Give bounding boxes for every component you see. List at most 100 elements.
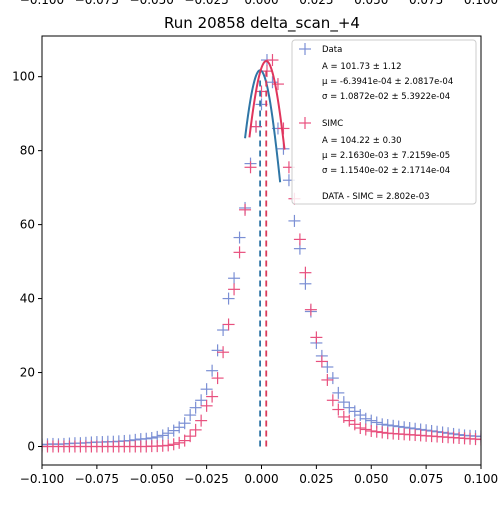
data-point bbox=[365, 414, 378, 427]
data-point bbox=[189, 401, 202, 414]
data-point bbox=[184, 409, 197, 422]
top-tick-label: −0.050 bbox=[130, 0, 174, 7]
data-fit-curve bbox=[244, 69, 282, 183]
simc-point bbox=[217, 346, 230, 359]
legend-data-amplitude: A = 101.73 ± 1.12 bbox=[322, 62, 402, 72]
data-point bbox=[332, 386, 345, 399]
top-tick-label: 0.050 bbox=[354, 0, 388, 7]
data-point bbox=[337, 396, 350, 409]
simc-point bbox=[173, 436, 186, 449]
simc-point bbox=[365, 424, 378, 437]
data-point bbox=[233, 231, 246, 244]
simc-point bbox=[332, 403, 345, 416]
simc-point bbox=[370, 425, 383, 438]
y-tick-label: 0 bbox=[27, 440, 35, 454]
data-point bbox=[288, 214, 301, 227]
legend-data-sigma: σ = 1.0872e-02 ± 5.3922e-04 bbox=[322, 92, 450, 102]
simc-point bbox=[211, 372, 224, 385]
top-tick-labels: −0.100 −0.075 −0.050 −0.025 0.000 0.025 0.050 0… bbox=[20, 0, 498, 7]
simc-point bbox=[200, 399, 213, 412]
legend: Data A = 101.73 ± 1.12 μ = -6.3941e-04 ±… bbox=[291, 39, 477, 205]
simc-point bbox=[271, 78, 284, 91]
top-tick-label: 0.075 bbox=[409, 0, 443, 7]
x-tick-label: 0.050 bbox=[354, 472, 388, 486]
simc-point bbox=[304, 303, 317, 316]
x-tick-label: 0.100 bbox=[464, 472, 498, 486]
data-point bbox=[206, 364, 219, 377]
data-point bbox=[217, 324, 230, 337]
data-point bbox=[326, 372, 339, 385]
simc-point bbox=[233, 246, 246, 259]
x-axis: −0.100 −0.075 −0.050 −0.025 0.000 0.025 0.050 0… bbox=[20, 465, 498, 486]
simc-point bbox=[189, 423, 202, 436]
simc-point bbox=[299, 266, 312, 279]
x-tick-label: 0.025 bbox=[299, 472, 333, 486]
simc-point bbox=[266, 54, 279, 67]
y-tick-label: 40 bbox=[20, 292, 35, 306]
top-tick-label: −0.075 bbox=[75, 0, 119, 7]
legend-simc-label: SIMC bbox=[322, 119, 343, 129]
legend-simc-sigma: σ = 1.1540e-02 ± 2.1714e-04 bbox=[322, 166, 450, 176]
data-point bbox=[299, 277, 312, 290]
x-tick-label: −0.025 bbox=[184, 472, 228, 486]
data-point bbox=[156, 429, 169, 442]
y-tick-label: 100 bbox=[12, 70, 35, 84]
legend-difference: DATA - SIMC = 2.802e-03 bbox=[322, 192, 430, 202]
simc-point bbox=[475, 433, 481, 446]
data-point bbox=[195, 394, 208, 407]
simc-point bbox=[293, 233, 306, 246]
simc-point bbox=[162, 439, 175, 452]
legend-simc-mean: μ = 2.1630e-03 ± 7.2159e-05 bbox=[322, 151, 450, 161]
simc-point bbox=[244, 161, 257, 174]
x-tick-label: 0.075 bbox=[409, 472, 443, 486]
simc-point bbox=[167, 438, 180, 451]
top-tick-label: −0.100 bbox=[20, 0, 64, 7]
data-point bbox=[475, 430, 481, 443]
top-tick-label: 0.025 bbox=[299, 0, 333, 7]
y-tick-label: 60 bbox=[20, 218, 35, 232]
y-axis: 0 20 40 60 80 100 bbox=[12, 70, 42, 454]
data-point bbox=[321, 360, 334, 373]
fit-curves bbox=[244, 60, 286, 183]
chart-title: Run 20858 delta_scan_+4 bbox=[164, 14, 360, 33]
simc-point bbox=[359, 423, 372, 436]
simc-point bbox=[326, 394, 339, 407]
simc-point bbox=[195, 414, 208, 427]
mean-lines bbox=[259, 69, 268, 447]
simc-point bbox=[315, 355, 328, 368]
simc-point bbox=[310, 331, 323, 344]
top-tick-label: −0.025 bbox=[184, 0, 228, 7]
data-point bbox=[228, 272, 241, 285]
top-tick-label: 0.000 bbox=[244, 0, 278, 7]
data-point bbox=[200, 383, 213, 396]
simc-point bbox=[376, 426, 389, 439]
legend-simc-marker bbox=[299, 117, 311, 129]
data-point bbox=[167, 424, 180, 437]
simc-fit-curve bbox=[248, 60, 286, 150]
top-tick-label: 0.100 bbox=[464, 0, 498, 7]
simc-point bbox=[354, 422, 367, 435]
data-point bbox=[266, 76, 279, 89]
simc-point bbox=[250, 120, 263, 133]
x-tick-label: −0.100 bbox=[20, 472, 64, 486]
data-point bbox=[162, 427, 175, 440]
legend-box bbox=[291, 39, 477, 205]
y-tick-label: 80 bbox=[20, 144, 35, 158]
x-tick-label: −0.075 bbox=[75, 472, 119, 486]
legend-data-marker bbox=[299, 43, 311, 55]
simc-point bbox=[222, 318, 235, 331]
x-tick-label: −0.050 bbox=[130, 472, 174, 486]
simc-point bbox=[228, 283, 241, 296]
data-point bbox=[211, 344, 224, 357]
y-tick-label: 20 bbox=[20, 366, 35, 380]
data-point bbox=[359, 412, 372, 425]
simc-point bbox=[239, 203, 252, 216]
legend-data-label: Data bbox=[322, 45, 342, 55]
simc-point bbox=[321, 373, 334, 386]
data-point bbox=[222, 292, 235, 305]
simc-point bbox=[206, 390, 219, 403]
legend-simc-amplitude: A = 104.22 ± 0.30 bbox=[322, 136, 402, 146]
simc-point bbox=[184, 430, 197, 443]
legend-data-mean: μ = -6.3941e-04 ± 2.0817e-04 bbox=[322, 77, 453, 87]
